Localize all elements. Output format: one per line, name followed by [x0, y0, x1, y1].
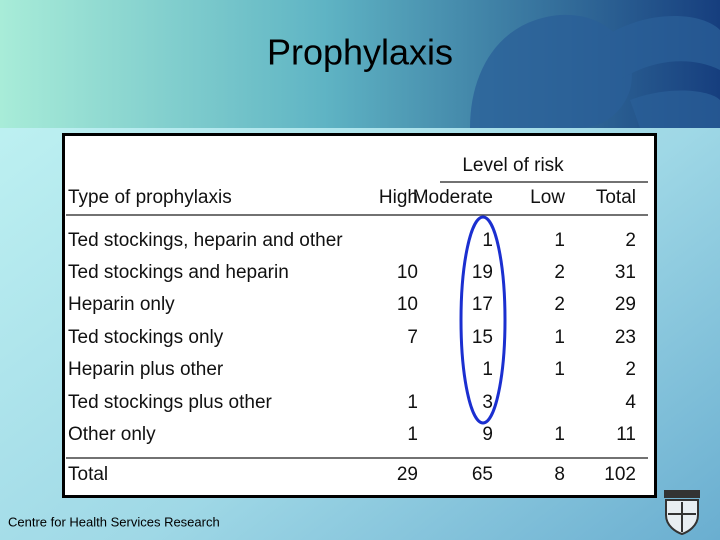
table-cell: 15: [472, 327, 493, 348]
total-cell: 8: [554, 464, 565, 485]
table-cell: 1: [482, 230, 493, 251]
highlight-ellipse: [459, 215, 507, 425]
table-cell: 11: [616, 424, 636, 445]
table-cell: Ted stockings, heparin and other: [68, 230, 343, 251]
total-cell: Total: [68, 464, 108, 485]
table-cell: 1: [554, 359, 565, 380]
table-cell: 1: [554, 327, 565, 348]
table-frame: [62, 133, 657, 498]
column-header: Type of prophylaxis: [68, 187, 232, 208]
table-cell: Ted stockings and heparin: [68, 262, 289, 283]
table-cell: 17: [472, 294, 493, 315]
total-cell: 65: [472, 464, 493, 485]
table-cell: Heparin only: [68, 294, 175, 315]
column-header: High: [379, 187, 418, 208]
table-cell: 3: [482, 392, 493, 413]
table-cell: Ted stockings plus other: [68, 392, 273, 413]
column-header: Moderate: [413, 187, 493, 208]
crest-logo: [664, 490, 700, 536]
lion-decoration: [470, 14, 720, 128]
column-header: Total: [596, 187, 636, 208]
table-cell: 7: [407, 327, 418, 348]
table-cell: 29: [615, 294, 636, 315]
table-cell: 10: [397, 262, 418, 283]
table-cell: 1: [554, 230, 565, 251]
table-cell: 4: [625, 392, 636, 413]
table-cell: 23: [615, 327, 636, 348]
table-cell: 1: [407, 392, 418, 413]
table-cell: 1: [407, 424, 418, 445]
footer: Centre for Health Services Research: [8, 514, 220, 529]
table-cell: 2: [625, 230, 636, 251]
total-cell: 29: [397, 464, 418, 485]
table-cell: Heparin plus other: [68, 359, 224, 380]
table-cell: 2: [554, 294, 565, 315]
slide-title: Prophylaxis: [267, 32, 453, 73]
table-cell: 2: [625, 359, 636, 380]
table-cell: 1: [554, 424, 565, 445]
table-cell: 2: [554, 262, 565, 283]
table-cell: 31: [615, 262, 636, 283]
table-cell: Other only: [68, 424, 156, 445]
total-cell: 102: [604, 464, 636, 485]
group-header: Level of risk: [462, 155, 564, 176]
table-cell: 9: [482, 424, 493, 445]
table-cell: 10: [397, 294, 418, 315]
table-cell: 1: [482, 359, 493, 380]
table-cell: 19: [472, 262, 493, 283]
table-cell: Ted stockings only: [68, 327, 224, 348]
column-header: Low: [530, 187, 565, 208]
